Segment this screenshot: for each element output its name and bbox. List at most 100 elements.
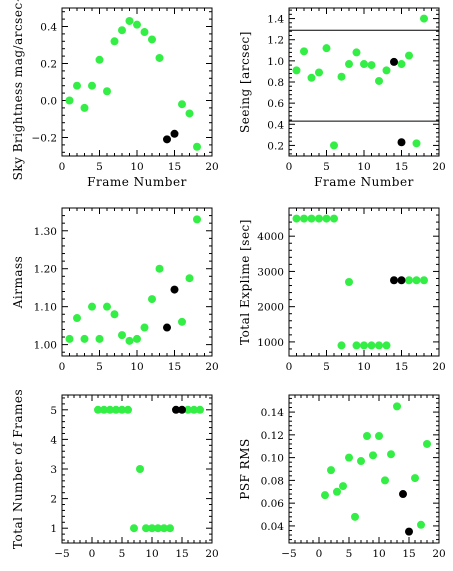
data-point-green	[166, 524, 174, 533]
panel-1: 0 5 10 15 20 −0.2 0.0 0.2 0.4 Frame Number Sky Bri…	[11, 0, 219, 189]
data-point-green	[65, 96, 74, 105]
data-point-green	[360, 341, 368, 350]
data-point-green	[178, 317, 186, 326]
data-point-black	[390, 57, 398, 66]
x-tick-label: 10	[357, 361, 370, 373]
data-point-black	[170, 285, 179, 294]
y-axis-label: Total Explime [sec]	[238, 219, 252, 345]
data-point-green	[327, 466, 335, 475]
x-tick-label: 10	[357, 161, 370, 173]
data-point-green	[133, 20, 141, 29]
data-point-green	[184, 405, 192, 414]
data-point-green	[360, 60, 368, 69]
x-tick-label: 20	[205, 361, 218, 373]
x-tick-label: 20	[205, 548, 218, 560]
x-tick-label: 15	[395, 361, 408, 373]
y-tick-label: 3	[50, 464, 57, 476]
y-tick-label: 1.10	[34, 302, 57, 314]
data-point-green	[193, 215, 201, 224]
data-point-green	[142, 524, 150, 533]
x-tick-label: 20	[432, 161, 445, 173]
data-point-green	[307, 73, 316, 82]
x-tick-label: 0	[286, 361, 293, 373]
data-point-black	[172, 405, 180, 414]
data-point-green	[140, 28, 149, 37]
data-point-green	[322, 214, 331, 223]
y-tick-label: 5	[50, 405, 57, 417]
data-point-green	[130, 524, 138, 533]
data-point-green	[352, 48, 361, 57]
data-point-green	[375, 431, 383, 440]
data-point-green	[321, 491, 329, 500]
data-point-green	[178, 100, 186, 109]
data-point-green	[420, 14, 428, 23]
y-tick-label: 0.10	[261, 453, 284, 465]
x-tick-label: 20	[432, 361, 445, 373]
y-tick-label: 0.14	[261, 407, 285, 419]
data-point-green	[357, 457, 365, 466]
data-point-green	[363, 431, 371, 440]
y-tick-label: 1.00	[34, 340, 57, 352]
data-point-black	[397, 276, 406, 285]
y-axis-label: Seeing [arcsec]	[238, 31, 252, 133]
data-point-green	[148, 35, 156, 44]
y-tick-label: 4	[50, 434, 57, 446]
data-point-green	[307, 214, 316, 223]
data-point-green	[80, 334, 89, 343]
x-tick-label: −5	[54, 548, 69, 560]
y-tick-label: 3000	[257, 266, 284, 278]
data-point-green	[185, 274, 194, 283]
x-tick-label: 5	[346, 548, 353, 560]
x-tick-label: 0	[286, 161, 293, 173]
data-point-green	[387, 450, 395, 459]
data-point-green	[118, 405, 126, 414]
data-point-green	[94, 405, 102, 414]
data-point-green	[367, 61, 376, 70]
data-point-green	[88, 302, 96, 311]
data-point-green	[381, 476, 389, 485]
data-point-green	[345, 60, 353, 69]
data-point-green	[118, 26, 126, 35]
data-point-green	[190, 405, 198, 414]
y-tick-label: 0.8	[267, 77, 284, 89]
y-tick-label: 0.2	[40, 59, 57, 71]
data-point-green	[405, 276, 413, 285]
data-point-green	[369, 451, 377, 460]
data-point-green	[412, 276, 421, 285]
y-axis-label: Sky Brightness mag/arcsec~2	[11, 0, 25, 180]
y-tick-label: 1	[50, 523, 57, 535]
plot-frame	[288, 394, 440, 544]
data-point-black	[178, 405, 186, 414]
x-axis-label: Frame Number	[314, 175, 414, 189]
y-tick-label: 0.06	[261, 498, 285, 510]
x-tick-label: 0	[316, 548, 323, 560]
data-point-green	[95, 334, 104, 343]
x-tick-label: 0	[59, 361, 66, 373]
data-point-green	[330, 141, 338, 150]
data-point-green	[95, 55, 104, 64]
x-tick-label: 15	[168, 161, 181, 173]
y-axis-label: Total Number of Frames	[11, 389, 25, 549]
data-point-green	[367, 341, 376, 350]
y-tick-label: 0.12	[261, 430, 284, 442]
panel-2: 0 5 10 15 20 0.2 0.4 0.6 0.8 1.0 1.2 1.4 Frame Numbe…	[238, 7, 446, 189]
data-point-green	[80, 103, 89, 112]
data-point-green	[405, 51, 413, 60]
data-point-green	[110, 37, 119, 46]
x-tick-label: 10	[130, 361, 143, 373]
y-tick-label: 0.0	[40, 96, 57, 108]
x-axis-label: Frame Number	[87, 175, 187, 189]
x-tick-label: 20	[205, 161, 218, 173]
data-point-green	[382, 66, 391, 75]
panel-3: 0 5 10 15 20 1.00 1.10 1.20 1.30 Airmass	[11, 207, 219, 373]
data-point-green	[103, 87, 111, 96]
y-tick-label: 4000	[257, 231, 284, 243]
data-point-green	[423, 439, 431, 448]
y-tick-label: 1000	[257, 337, 284, 349]
data-point-green	[185, 109, 194, 118]
data-point-green	[375, 76, 383, 85]
data-point-black	[390, 276, 398, 285]
data-point-green	[154, 524, 162, 533]
data-point-green	[106, 405, 114, 414]
